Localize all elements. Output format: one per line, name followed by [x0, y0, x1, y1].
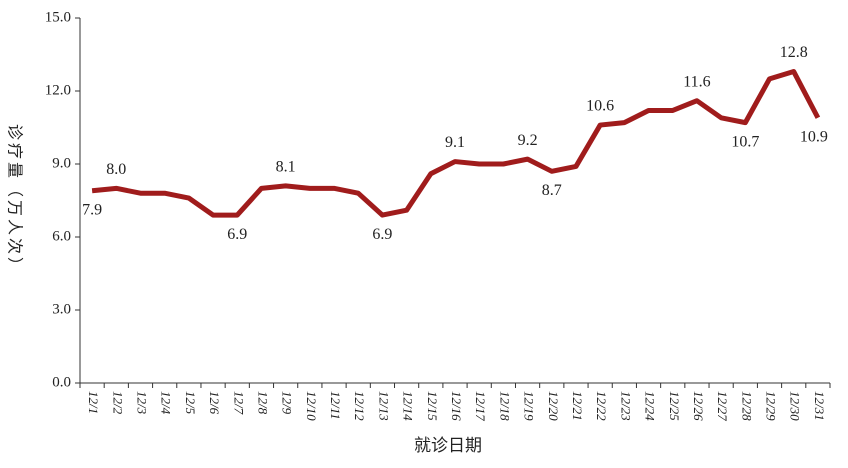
x-tick-label: 12/20	[546, 391, 561, 421]
data-label: 8.1	[276, 159, 296, 176]
x-tick-label: 12/19	[522, 391, 537, 421]
x-tick-label: 12/2	[110, 391, 125, 415]
line	[91, 69, 821, 218]
data-label: 8.0	[106, 161, 126, 178]
x-tick-label: 12/15	[425, 391, 440, 421]
x-tick-label: 12/3	[134, 391, 149, 415]
x-tick-label: 12/22	[594, 391, 609, 421]
x-axis-label: 就诊日期	[414, 436, 482, 456]
x-tick-label: 12/1	[86, 391, 101, 414]
x-tick-label: 12/14	[401, 391, 416, 421]
x-tick-label: 12/8	[255, 391, 270, 415]
data-label: 10.7	[731, 133, 759, 150]
x-tick-label: 12/18	[497, 391, 512, 421]
x-tick-label: 12/16	[449, 391, 464, 421]
y-axis-label: 诊疗量（万人次）	[6, 124, 25, 276]
x-tick-label: 12/10	[304, 391, 319, 421]
x-tick-label: 12/5	[183, 391, 198, 415]
x-tick-label: 12/27	[715, 391, 730, 421]
x-tick-label: 12/9	[280, 391, 295, 415]
data-label: 9.1	[445, 134, 465, 151]
x-tick-label: 12/6	[207, 391, 222, 415]
x-tick-label: 12/21	[570, 391, 585, 421]
data-label: 6.9	[372, 226, 392, 243]
data-label: 8.7	[542, 182, 562, 199]
x-tick-label: 12/24	[643, 391, 658, 421]
x-tick-label: 12/7	[231, 391, 246, 415]
x-tick-label: 12/17	[473, 391, 488, 421]
x-tick-label: 12/23	[618, 391, 633, 421]
data-label: 7.9	[82, 201, 102, 218]
y-tick-label: 15.0	[45, 9, 71, 25]
data-label: 10.6	[586, 98, 614, 115]
x-tick-label: 12/30	[788, 391, 803, 421]
x-tick-label: 12/26	[691, 391, 706, 421]
y-tick-label: 3.0	[52, 301, 71, 317]
data-label: 6.9	[227, 226, 247, 243]
x-tick-label: 12/12	[352, 391, 367, 421]
data-label: 11.6	[683, 73, 710, 90]
y-tick-label: 12.0	[45, 82, 71, 98]
x-tick-label: 12/11	[328, 391, 343, 420]
x-tick-label: 12/31	[812, 391, 827, 421]
data-label: 10.9	[800, 128, 828, 145]
x-tick-label: 12/4	[159, 391, 174, 415]
x-tick-label: 12/25	[667, 391, 682, 421]
y-tick-label: 6.0	[52, 228, 71, 244]
x-tick-label: 12/28	[739, 391, 754, 421]
x-tick-label: 12/13	[376, 391, 391, 421]
y-tick-label: 9.0	[52, 155, 71, 171]
data-label: 12.8	[780, 44, 808, 61]
y-tick-label: 0.0	[52, 374, 71, 390]
x-tick-label: 12/29	[764, 391, 779, 421]
data-label: 9.2	[518, 132, 538, 149]
